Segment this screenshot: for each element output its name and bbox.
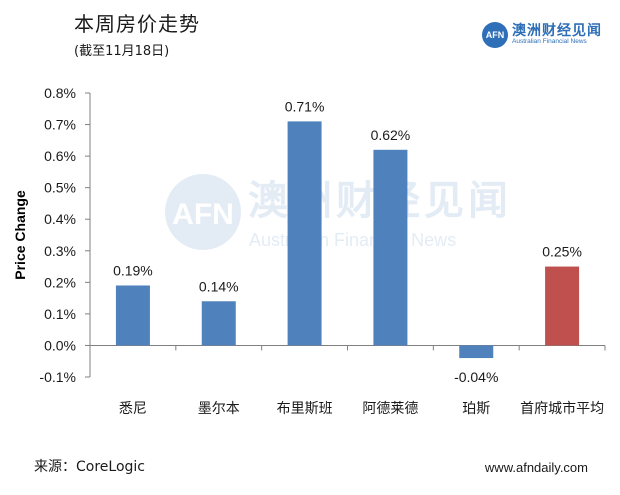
x-tick-label: 珀斯 [462, 401, 490, 417]
y-tick-label: -0.1% [39, 369, 76, 385]
source-note: 来源：CoreLogic [34, 459, 145, 475]
bar-4 [459, 345, 494, 359]
watermark: AFN 澳洲财经见闻 Australian Financial News [165, 174, 508, 250]
bar-2 [287, 121, 322, 346]
y-tick-label: 0.8% [44, 85, 76, 101]
data-label: 0.14% [199, 278, 239, 294]
x-tick-label: 首府城市平均 [520, 400, 604, 417]
x-tick-label: 墨尔本 [198, 401, 240, 417]
data-label: -0.04% [454, 369, 498, 385]
brand-name-cn: 澳洲财经见闻 [512, 23, 602, 40]
chart-title: 本周房价走势 [74, 12, 200, 36]
chart-bars: 0.19% 悉尼 0.14% 墨尔本 0.71% 布里斯班 0.62% 阿德莱德 -0.04% 珀… [113, 98, 604, 417]
bar-1 [201, 301, 236, 346]
watermark-logo-text: AFN [172, 198, 234, 231]
data-label: 0.19% [113, 262, 153, 278]
website-link[interactable]: www.afndaily.com [484, 460, 588, 475]
afn-logo-icon: AFN [482, 22, 508, 48]
y-axis-label: Price Change [12, 190, 28, 280]
y-tick-label: 0.0% [44, 337, 76, 353]
brand-name-en: Australian Financial News [512, 37, 587, 45]
brand-text: 澳洲财经见闻 Australian Financial News [512, 24, 602, 46]
x-tick-label: 悉尼 [119, 401, 147, 417]
bar-3 [373, 149, 408, 346]
y-tick-label: 0.5% [44, 180, 76, 196]
y-tick-label: 0.4% [44, 211, 76, 227]
y-tick-label: 0.6% [44, 148, 76, 164]
y-tick-label: 0.2% [44, 274, 76, 290]
bar-5 [545, 266, 580, 346]
data-label: 0.71% [285, 98, 325, 114]
x-tick-label: 阿德莱德 [362, 401, 418, 417]
watermark-name-en: Australian Financial News [249, 230, 456, 250]
chart-axes: -0.1% 0.0% 0.1% 0.2% 0.3% 0.4% 0.5% 0.6% 0.7% 0.8… [39, 85, 606, 385]
watermark-logo-icon [165, 174, 241, 250]
x-tick-label: 布里斯班 [277, 401, 333, 417]
y-tick-label: 0.3% [44, 243, 76, 259]
data-label: 0.25% [542, 244, 582, 260]
y-tick-label: 0.1% [44, 306, 76, 322]
chart-subtitle: (截至11月18日) [74, 44, 170, 59]
y-tick-label: 0.7% [44, 117, 76, 133]
brand-block: AFN 澳洲财经见闻 Australian Financial News [482, 22, 602, 48]
data-label: 0.62% [371, 127, 411, 143]
bar-0 [115, 285, 150, 346]
